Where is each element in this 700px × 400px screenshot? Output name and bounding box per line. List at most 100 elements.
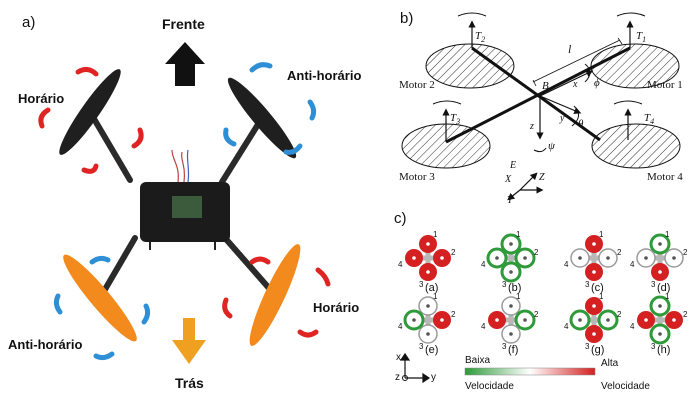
case-label: (b)	[508, 282, 522, 294]
arm-length-label: l	[568, 42, 572, 56]
rotor-disk-4	[591, 123, 681, 169]
rotor-number: 2	[617, 310, 622, 319]
thrust-2-label: T2	[475, 30, 486, 45]
earth-origin-label: E	[510, 160, 517, 171]
rear-right-propeller	[249, 244, 301, 346]
clockwise-bottom-label: Horário	[313, 300, 360, 315]
case-label: (e)	[425, 344, 439, 356]
case-label: (h)	[657, 344, 671, 356]
back-label: Trás	[175, 375, 204, 391]
rotor-number: 3	[502, 342, 507, 351]
earth-y-label: Y	[507, 195, 513, 206]
frame-arms	[445, 46, 631, 144]
yaw-angle-label: ψ	[548, 140, 555, 152]
rotor-number: 1	[516, 230, 521, 239]
rotor-number: 3	[651, 280, 656, 289]
rotor-disk-1	[590, 43, 680, 89]
motor-3-label: Motor 3	[399, 171, 435, 183]
case-label: (f)	[508, 344, 519, 356]
rotor-number: 2	[451, 248, 456, 257]
rotor-number: 3	[585, 280, 590, 289]
rotor-number: 1	[665, 292, 670, 301]
rotor-number: 4	[630, 260, 635, 269]
panel-b-label: b)	[400, 10, 414, 27]
low-speed-label-1: Baixa	[465, 355, 491, 366]
motor-1-label: Motor 1	[647, 79, 683, 91]
rotor-number: 1	[599, 292, 604, 301]
motion-case	[488, 296, 536, 344]
panel-a-label: a)	[22, 14, 36, 31]
motion-case	[636, 233, 684, 281]
rotation-arrows-ccw	[53, 62, 317, 361]
rotor-number: 1	[433, 292, 438, 301]
front-right-propeller	[227, 77, 297, 159]
roll-angle-label: ϕ	[594, 77, 600, 89]
rotor-number: 2	[683, 310, 688, 319]
counterclockwise-bottom-label: Anti-horário	[8, 337, 83, 352]
rotor-number: 4	[564, 322, 569, 331]
backward-arrow-icon	[172, 318, 206, 364]
rotor-number: 3	[585, 342, 590, 351]
rotor-number: 3	[419, 342, 424, 351]
rotor-number: 4	[630, 322, 635, 331]
motor-4-label: Motor 4	[647, 171, 683, 183]
body-z-label: z	[530, 121, 534, 132]
motion-case	[569, 297, 619, 343]
case-label: (a)	[425, 282, 439, 294]
motion-case	[403, 296, 451, 344]
rotation-arrows-cw	[38, 66, 331, 338]
speed-color-bar	[464, 367, 596, 376]
axis-x-label: x	[396, 352, 401, 363]
earth-x-label: X	[505, 174, 512, 185]
rotor-number: 3	[419, 280, 424, 289]
rotor-number: 4	[481, 260, 486, 269]
high-speed-label-1: Alta	[601, 358, 619, 369]
rotor-number: 1	[516, 292, 521, 301]
earth-z-label: Z	[539, 172, 545, 183]
rotor-number: 2	[534, 310, 539, 319]
rotor-number: 4	[564, 260, 569, 269]
thrust-4-label: T4	[644, 112, 655, 127]
body-origin-label: B	[542, 80, 549, 92]
rotor-number: 2	[534, 248, 539, 257]
quadcopter-frame	[87, 109, 278, 301]
motion-case	[570, 235, 618, 281]
body-x-label: x	[573, 79, 578, 90]
forward-arrow-icon	[165, 42, 205, 86]
thrust-1-label: T1	[636, 30, 647, 45]
front-left-propeller	[59, 69, 121, 155]
case-label: (c)	[591, 282, 604, 294]
axis-y-label: y	[431, 372, 436, 383]
motor-2-label: Motor 2	[399, 79, 435, 91]
counterclockwise-top-label: Anti-horário	[287, 68, 362, 83]
rotor-number: 2	[451, 310, 456, 319]
rotor-disk-2	[425, 43, 515, 89]
clockwise-top-label: Horário	[18, 91, 65, 106]
motion-case	[486, 233, 536, 283]
rotor-number: 3	[502, 280, 507, 289]
motion-case	[637, 295, 683, 345]
body-y-label: y	[560, 113, 565, 124]
pitch-angle-label: θ	[578, 118, 584, 130]
rear-left-propeller	[63, 254, 137, 342]
axis-z-label: z	[395, 372, 400, 383]
high-speed-label-2: Velocidade	[601, 381, 650, 392]
rotor-number: 2	[683, 248, 688, 257]
front-label: Frente	[162, 16, 205, 32]
low-speed-label-2: Velocidade	[465, 381, 514, 392]
rotor-number: 4	[398, 322, 403, 331]
rotor-number: 1	[665, 230, 670, 239]
case-label: (d)	[657, 282, 671, 294]
panel-c-label: c)	[394, 210, 407, 227]
rotor-number: 3	[651, 342, 656, 351]
rotor-number: 4	[398, 260, 403, 269]
rotor-number: 1	[433, 230, 438, 239]
case-label: (g)	[591, 344, 605, 356]
motion-case	[405, 235, 451, 281]
rotor-number: 1	[599, 230, 604, 239]
thrust-3-label: T3	[450, 112, 461, 127]
